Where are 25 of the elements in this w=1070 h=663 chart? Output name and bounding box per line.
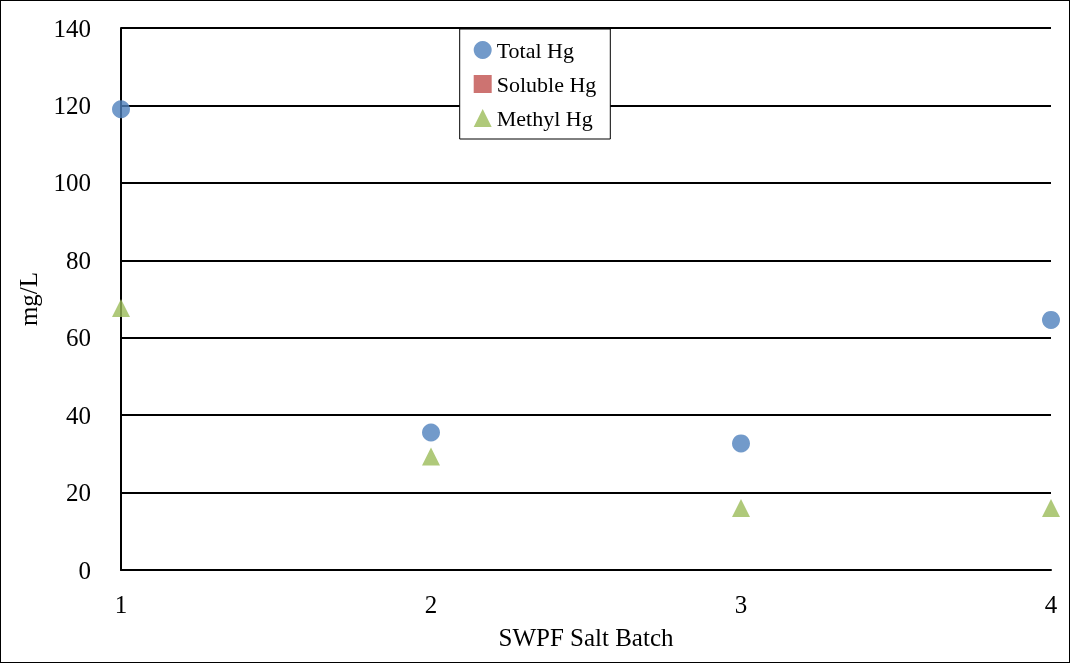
x-tick-label: 1 bbox=[114, 591, 128, 618]
x-tick-label: 2 bbox=[424, 591, 438, 618]
point bbox=[1042, 310, 1060, 329]
legend-label: Methyl Hg bbox=[496, 105, 593, 131]
y-tick-label: 100 bbox=[53, 169, 91, 197]
y-tick-label: 60 bbox=[66, 324, 91, 352]
y-axis-title: mg/L bbox=[15, 271, 42, 327]
x-tick-label: 4 bbox=[1044, 591, 1058, 618]
y-tick-label: 140 bbox=[53, 14, 91, 42]
x-tick-label: 3 bbox=[734, 591, 748, 618]
y-tick-label: 40 bbox=[66, 401, 91, 429]
point bbox=[422, 423, 440, 442]
point bbox=[1042, 499, 1060, 518]
legend-label: Total Hg bbox=[496, 37, 574, 63]
legend-label: Soluble Hg bbox=[496, 71, 597, 97]
y-tick-label: 80 bbox=[66, 246, 91, 274]
y-tick-label: 0 bbox=[78, 556, 91, 584]
y-tick-label: 120 bbox=[53, 91, 91, 119]
point bbox=[112, 100, 130, 119]
point bbox=[112, 298, 130, 317]
point bbox=[732, 434, 750, 453]
point bbox=[422, 447, 440, 466]
y-tick-label: 20 bbox=[66, 479, 91, 507]
x-axis-title: SWPF Salt Batch bbox=[498, 624, 674, 651]
point bbox=[732, 499, 750, 518]
